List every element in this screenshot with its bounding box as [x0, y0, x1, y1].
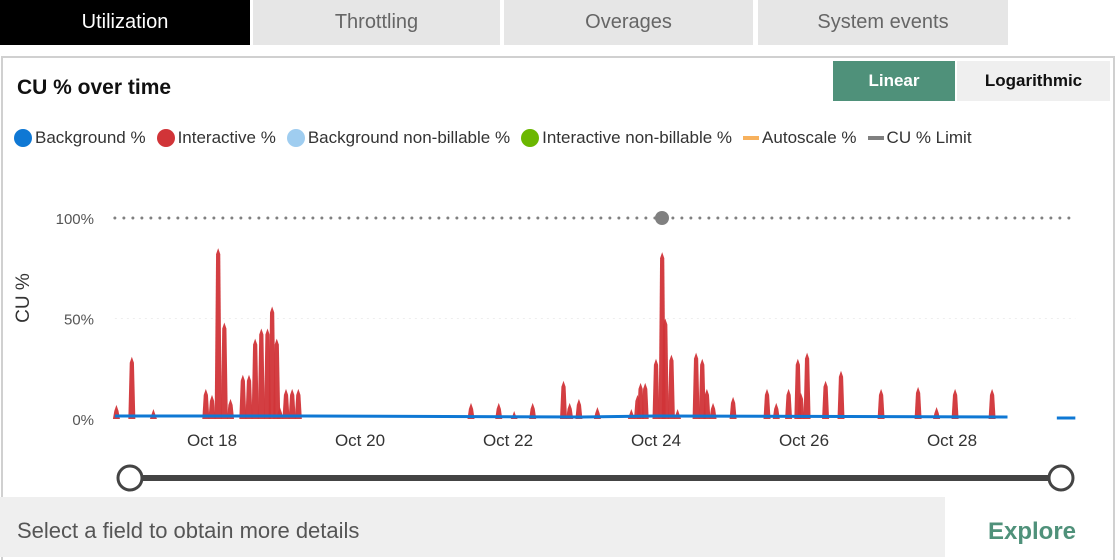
interactive-bar [245, 374, 253, 419]
legend-interactive-non-billable[interactable]: Interactive non-billable % [521, 128, 732, 148]
legend-label: Interactive non-billable % [542, 128, 733, 147]
y-axis-title: CU % [13, 273, 34, 323]
interactive-bar [495, 402, 503, 419]
chart-legend: Background % Interactive % Background no… [14, 128, 983, 148]
interactive-bar [661, 318, 669, 419]
interactive-bar [251, 338, 259, 419]
x-tick-label: Oct 18 [187, 431, 237, 450]
x-tick-label: Oct 28 [927, 431, 977, 450]
legend-label: CU % Limit [886, 128, 972, 147]
chart-title: CU % over time [17, 76, 172, 99]
linear-scale-button[interactable]: Linear [833, 61, 955, 101]
background-dot-icon [14, 129, 32, 147]
chart-card [1, 56, 1115, 560]
details-prompt: Select a field to obtain more details [17, 518, 360, 543]
legend-cu-limit[interactable]: CU % Limit [867, 128, 972, 148]
interactive-bar [703, 388, 711, 419]
interactive-bar [763, 388, 771, 419]
interactive-bar [951, 388, 959, 419]
interactive-bar [914, 386, 922, 419]
legend-label: Interactive % [177, 128, 276, 147]
interactive-bar [729, 396, 737, 419]
autoscale-line-icon [743, 136, 760, 140]
x-tick-label: Oct 20 [335, 431, 385, 450]
background-line [114, 414, 1008, 419]
slider-start-handle[interactable] [116, 464, 144, 492]
interactive-bar [208, 394, 216, 419]
legend-autoscale[interactable]: Autoscale % [743, 128, 857, 148]
legend-interactive[interactable]: Interactive % [156, 128, 276, 148]
interactive-bar [214, 248, 222, 419]
interactive-bar [529, 402, 537, 419]
interactive-non-billable-dot-icon [521, 129, 540, 147]
interactive-dot-icon [156, 129, 175, 147]
interactive-bar [239, 374, 247, 419]
legend-label: Background non-billable % [307, 128, 511, 147]
slider-end-handle[interactable] [1047, 464, 1075, 492]
interactive-bar [837, 370, 845, 419]
interactive-bar [822, 380, 830, 419]
interactive-bar [877, 388, 885, 419]
legend-background[interactable]: Background % [14, 128, 146, 148]
interactive-bar [467, 402, 475, 419]
interactive-bar [282, 388, 290, 419]
tab-overages[interactable]: Overages [504, 0, 753, 45]
x-tick-label: Oct 24 [631, 431, 681, 450]
logarithmic-scale-button[interactable]: Logarithmic [957, 61, 1110, 101]
interactive-bar [566, 402, 574, 419]
cu-limit-line-icon [867, 136, 884, 140]
y-tick-label: 100% [56, 211, 94, 228]
interactive-bar [988, 388, 996, 419]
legend-background-non-billable[interactable]: Background non-billable % [286, 128, 511, 148]
y-tick-label: 50% [64, 312, 94, 329]
background-non-billable-dot-icon [286, 129, 305, 147]
interactive-bar [803, 352, 811, 419]
explore-button[interactable]: Explore [988, 518, 1077, 545]
y-tick-label: 0% [72, 412, 94, 429]
x-tick-label: Oct 22 [483, 431, 533, 450]
interactive-bar [797, 392, 805, 419]
interactive-bar [652, 358, 660, 419]
legend-label: Background % [35, 128, 146, 147]
interactive-bar [785, 388, 793, 419]
cu-chart: CU % 0% 50% 100% Oct 18 Oct 20 Oct 22 Oct 24 O… [13, 211, 1077, 492]
time-range-slider[interactable] [116, 464, 1075, 492]
cu-limit-marker [655, 211, 669, 225]
details-bar [0, 497, 945, 557]
tab-utilization[interactable]: Utilization [0, 0, 250, 45]
tab-system-events[interactable]: System events [758, 0, 1008, 45]
interactive-bar [227, 398, 234, 419]
interactive-bar [149, 408, 157, 419]
interactive-bar [641, 382, 649, 419]
interactive-bar [667, 354, 675, 419]
interactive-bar [257, 328, 265, 419]
interactive-bar [220, 322, 228, 419]
interactive-bar [273, 338, 281, 419]
x-tick-label: Oct 26 [779, 431, 829, 450]
interactive-bar [692, 352, 700, 419]
interactive-bar [294, 388, 302, 419]
interactive-bar [698, 358, 706, 419]
interactive-bar [288, 388, 296, 419]
interactive-bar [202, 388, 210, 419]
legend-label: Autoscale % [762, 128, 857, 147]
tab-throttling[interactable]: Throttling [253, 0, 500, 45]
interactive-bar [575, 398, 583, 419]
interactive-bar [560, 380, 567, 419]
interactive-bar [128, 356, 136, 419]
